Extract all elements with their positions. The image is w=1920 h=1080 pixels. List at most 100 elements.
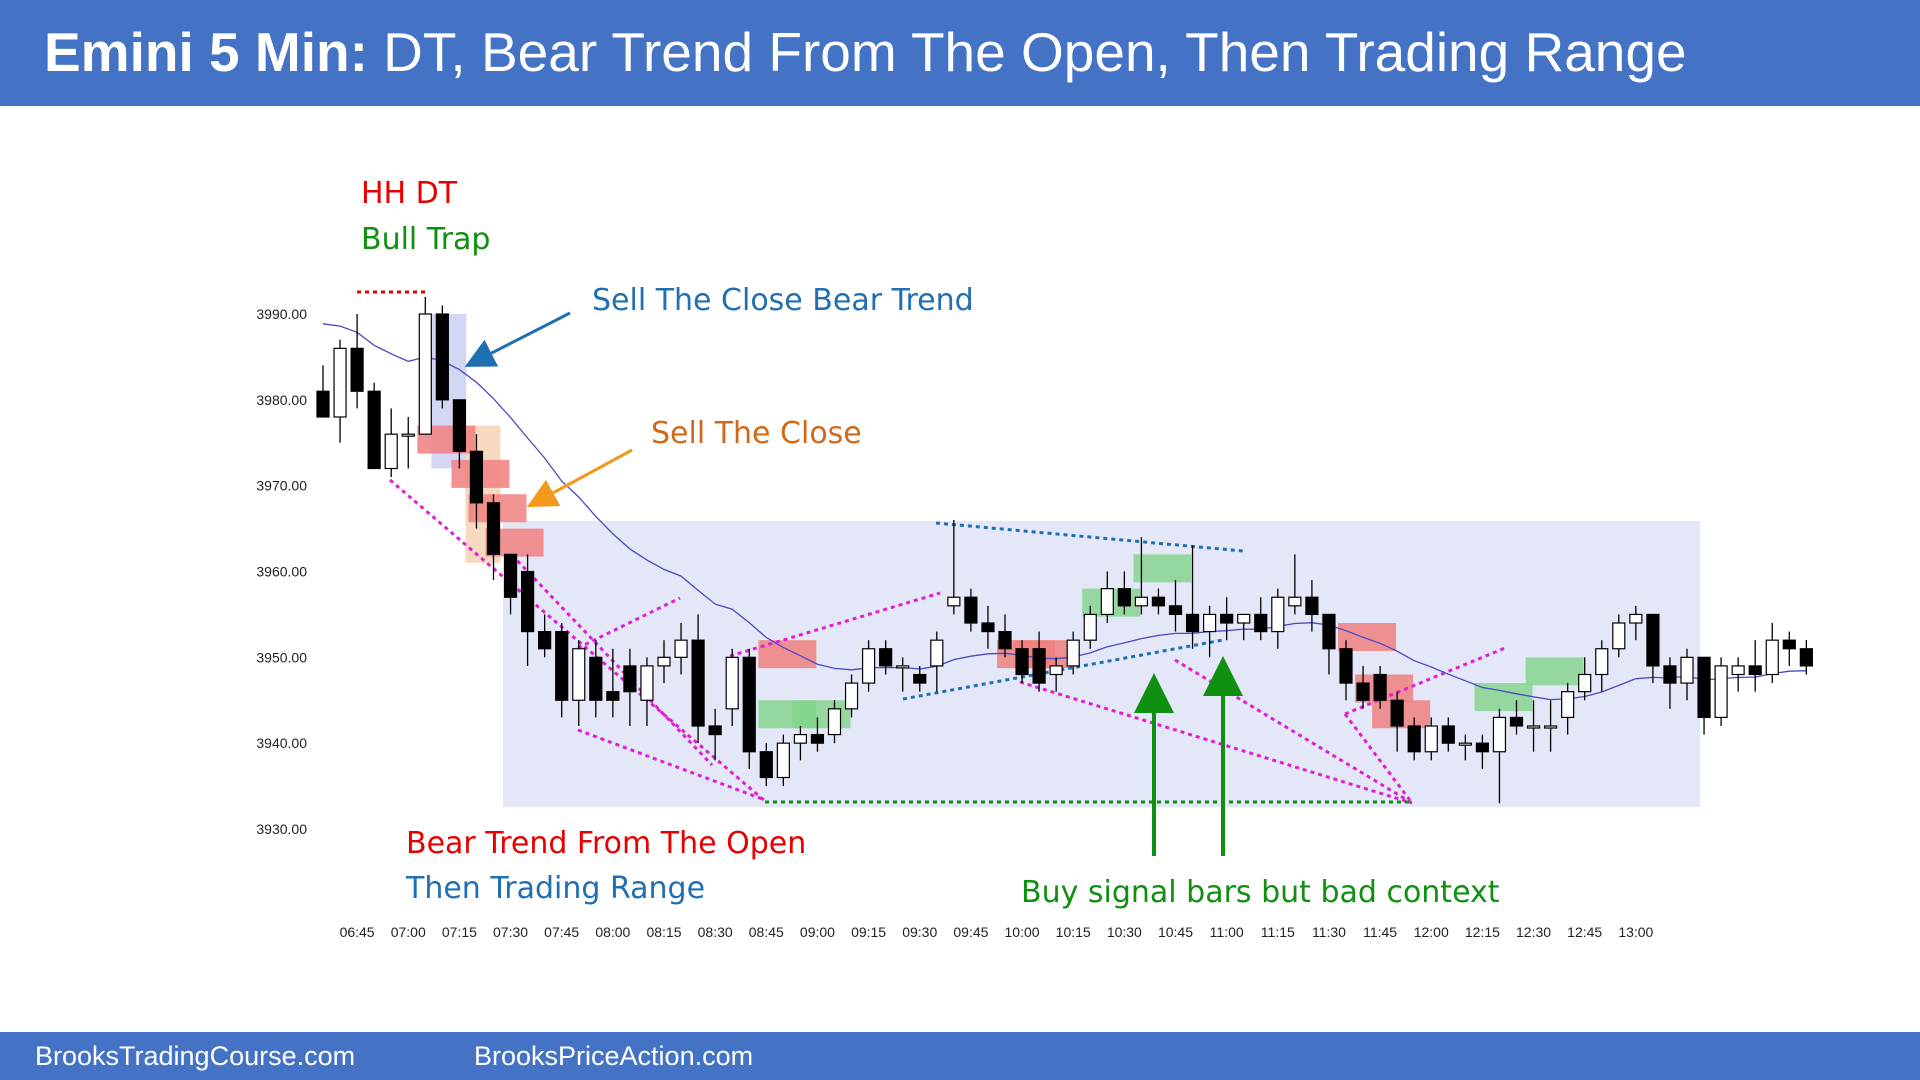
bear-candle-body	[520, 570, 535, 633]
bull-candle-body	[896, 665, 910, 669]
label-sell-close-bear: Sell The Close Bear Trend	[592, 283, 974, 318]
bear-candle-body	[1220, 613, 1234, 624]
y-tick-label: 3990.00	[256, 306, 307, 322]
candle	[657, 640, 671, 684]
candle	[861, 640, 876, 692]
candle	[981, 605, 995, 649]
bear-candle-body	[589, 656, 603, 701]
bear-candle-body	[435, 313, 449, 401]
footer-right-link[interactable]: BrooksPriceAction.com	[474, 1041, 754, 1071]
up-line	[1344, 646, 1506, 716]
y-tick-label: 3950.00	[256, 649, 307, 665]
candle	[350, 314, 364, 409]
bull-candle-body	[1100, 588, 1114, 616]
bear-candle-body	[1663, 665, 1677, 684]
bear-candle-body	[998, 630, 1012, 650]
bull-candle-body	[1629, 613, 1643, 624]
bear-candle-body	[1441, 725, 1455, 744]
bear-candle-body	[1305, 596, 1319, 616]
candle	[384, 408, 398, 478]
candle	[1629, 605, 1643, 641]
footer-left-link[interactable]: BrooksTradingCourse.com	[35, 1041, 356, 1071]
down-line-3	[1343, 713, 1414, 804]
candle	[1799, 640, 1813, 675]
candle	[1373, 665, 1387, 709]
candle	[1220, 597, 1234, 641]
bull-candle-body	[674, 639, 688, 658]
candle	[1578, 657, 1592, 701]
candle	[1782, 631, 1796, 666]
y-tick-label: 3940.00	[256, 735, 307, 751]
bull-candle-body	[793, 733, 808, 744]
bull-candle-body	[1612, 622, 1626, 650]
y-tick-label: 3960.00	[256, 564, 307, 580]
y-tick-label: 3930.00	[256, 821, 307, 837]
bear-candle-body	[964, 596, 978, 624]
candle	[640, 657, 654, 726]
buy-signal-box	[792, 700, 851, 729]
arrow-sell-close-bear	[464, 311, 571, 367]
bear-candle-body	[1697, 656, 1711, 719]
candle	[1168, 580, 1183, 632]
candle	[1237, 613, 1251, 641]
bull-candle-body	[1714, 665, 1728, 719]
x-tick-label: 08:00	[595, 924, 630, 940]
x-axis: 06:45 07:00 07:15 07:30 07:45 08:00 08:15 08:30…	[340, 924, 1654, 940]
bull-candle-body	[333, 347, 347, 418]
bull-candle-body	[1680, 656, 1694, 684]
candle	[1612, 614, 1626, 658]
bear-candle-body	[469, 450, 484, 504]
sell-signal-box	[758, 640, 817, 669]
bull-candle-body	[1271, 596, 1285, 633]
candle	[1561, 683, 1575, 735]
candle	[1322, 613, 1336, 675]
x-tick-label: 07:30	[493, 924, 528, 940]
candle	[1356, 665, 1370, 709]
bear-candle-body	[1168, 605, 1183, 616]
bull-candle-body	[1134, 596, 1149, 607]
candle	[998, 614, 1012, 658]
candle	[674, 623, 688, 675]
bear-candle-body	[1646, 613, 1660, 667]
bear-candle-body	[981, 622, 995, 633]
bull-candle-body	[418, 313, 432, 435]
bear-candle-body	[742, 656, 756, 753]
buy-signal-box	[1525, 657, 1584, 686]
x-tick-label: 10:00	[1005, 924, 1040, 940]
bear-candle-body	[606, 691, 620, 701]
wedge-upper-line	[577, 596, 681, 650]
x-tick-label: 11:30	[1312, 924, 1346, 940]
candle	[1083, 605, 1097, 649]
bear-candle-body	[913, 673, 927, 684]
x-tick-label: 12:15	[1465, 924, 1500, 940]
candle	[742, 648, 756, 769]
candle	[1458, 734, 1472, 761]
x-tick-label: 08:15	[646, 924, 681, 940]
candle	[589, 640, 603, 718]
bear-candle-body	[623, 665, 637, 693]
candle	[1407, 717, 1421, 761]
candle	[401, 417, 415, 469]
lower-channel-line	[577, 728, 766, 802]
bull-candle-body	[861, 648, 876, 684]
candle	[367, 382, 381, 470]
candle	[691, 614, 705, 744]
candle	[1254, 597, 1268, 641]
bull-candle-body	[1288, 596, 1302, 607]
bear-channel-line	[389, 478, 766, 803]
bull-candle-body	[1083, 613, 1097, 641]
bear-candle-body	[1373, 673, 1387, 701]
bear-candle-body	[1799, 648, 1813, 667]
bull-candle-body	[1561, 691, 1575, 719]
bear-candle-body	[1032, 648, 1046, 684]
bear-candle-body	[1151, 596, 1166, 607]
candle	[1543, 700, 1558, 752]
candles	[316, 296, 1813, 804]
footer-bar: BrooksTradingCourse.com BrooksPriceActio…	[0, 1032, 1920, 1080]
x-tick-label: 07:15	[442, 924, 477, 940]
candle	[469, 434, 484, 529]
x-tick-label: 08:45	[749, 924, 784, 940]
candle	[1134, 537, 1149, 615]
candle	[1049, 657, 1063, 692]
bear-candle-body	[1254, 613, 1268, 633]
